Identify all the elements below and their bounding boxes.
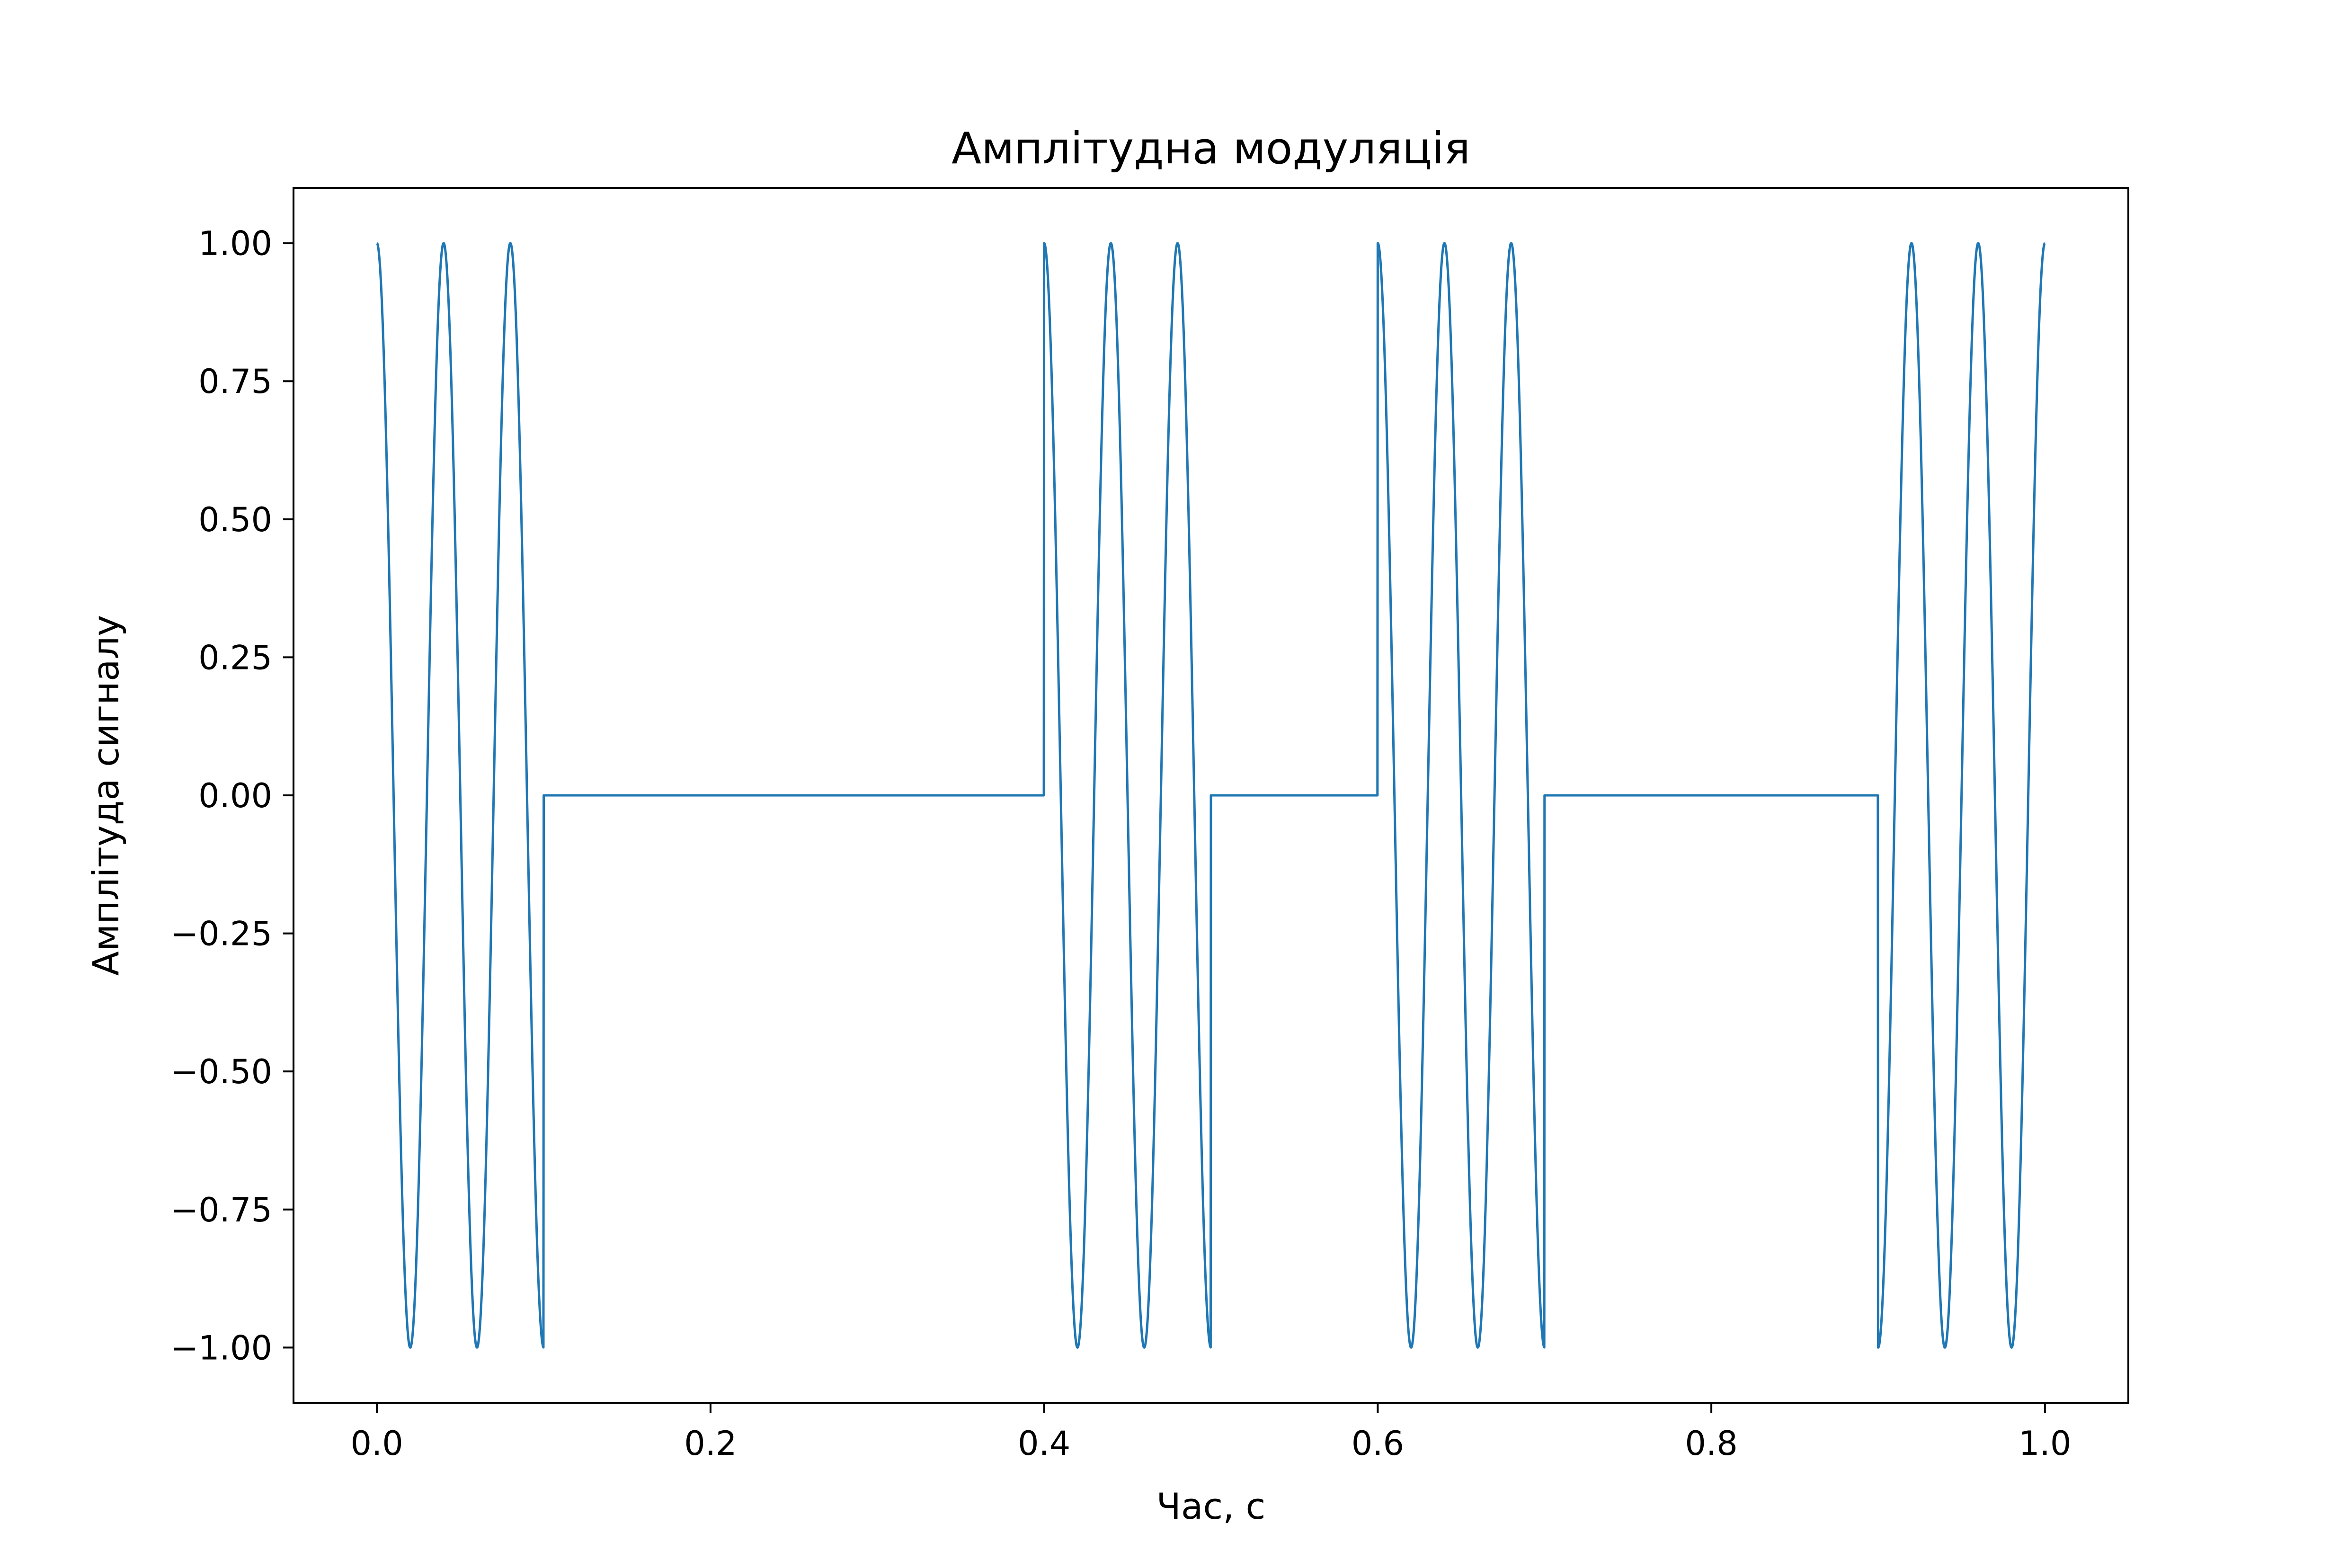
y-axis-label: Амплітуда сигналу	[85, 615, 127, 976]
y-tick-label: −0.25	[170, 915, 272, 953]
chart-title: Амплітудна модуляція	[952, 123, 1470, 174]
y-tick-label: −0.50	[170, 1052, 272, 1091]
x-tick-label: 0.0	[351, 1424, 403, 1463]
x-axis-ticks: 0.0 0.2 0.4 0.6 0.8 1.0	[351, 1403, 2071, 1463]
x-tick-label: 0.4	[1018, 1424, 1070, 1463]
y-tick-label: −0.75	[170, 1191, 272, 1229]
y-tick-label: 1.00	[198, 224, 272, 263]
x-tick-label: 0.8	[1685, 1424, 1737, 1463]
y-tick-label: 0.75	[198, 362, 272, 401]
signal-series-line	[376, 242, 2046, 1349]
x-axis-label: Час, с	[1156, 1485, 1266, 1527]
x-tick-label: 0.2	[684, 1424, 737, 1463]
x-tick-label: 0.6	[1352, 1424, 1404, 1463]
y-tick-label: −1.00	[170, 1328, 272, 1367]
y-tick-label: 0.00	[198, 776, 272, 815]
y-tick-label: 0.25	[198, 638, 272, 677]
y-axis-ticks: 1.00 0.75 0.50 0.25 0.00 −0.25 −0.50 −0.75 −1.00	[170, 224, 294, 1367]
y-tick-label: 0.50	[198, 500, 272, 539]
plot-area	[376, 242, 2046, 1349]
x-tick-label: 1.0	[2019, 1424, 2071, 1463]
